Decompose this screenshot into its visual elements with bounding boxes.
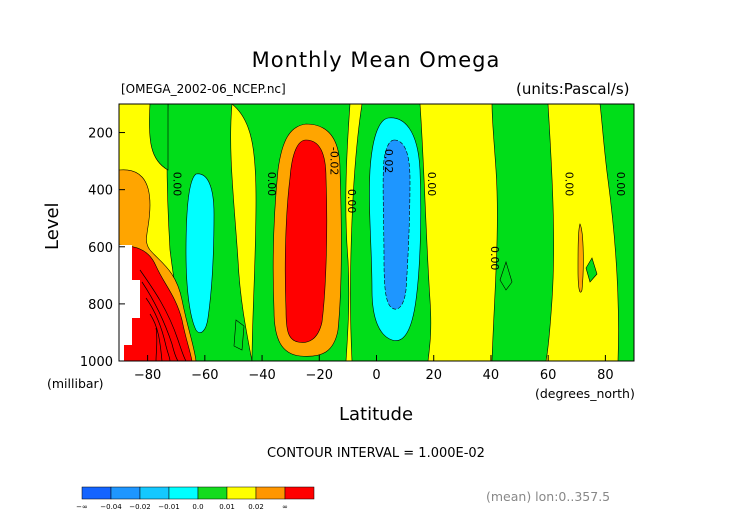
contour-fill-group xyxy=(119,104,634,361)
x-tick-label: −40 xyxy=(248,368,275,383)
colorbar-label: 0.02 xyxy=(248,503,264,511)
x-tick-label: 40 xyxy=(483,368,500,383)
units-label: (units:Pascal/s) xyxy=(516,80,630,98)
x-tick-label: −80 xyxy=(134,368,161,383)
colorbar-label: −∞ xyxy=(76,503,88,511)
green-region-north xyxy=(491,104,554,361)
mean-footer-text: (mean) lon:0..357.5 xyxy=(486,489,611,504)
contour-label: 0.00 xyxy=(170,172,183,197)
x-tick-label: 80 xyxy=(597,368,614,383)
green-blob-south xyxy=(233,319,245,351)
colorbar-boxes xyxy=(81,486,315,500)
green-region-polar xyxy=(599,104,634,361)
colorbar-swatch xyxy=(284,486,315,500)
x-tick-label: 60 xyxy=(540,368,557,383)
colorbar-swatch xyxy=(226,486,257,500)
x-tick-label: −60 xyxy=(191,368,218,383)
blue-region-equator xyxy=(382,139,411,310)
x-tick-label: 20 xyxy=(425,368,442,383)
contour-label: 0.02 xyxy=(382,149,395,174)
y-tick-label: 1000 xyxy=(80,355,113,370)
colorbar-label: −0.04 xyxy=(100,503,122,511)
colorbar-label: 0.01 xyxy=(219,503,235,511)
x-axis-label: Latitude xyxy=(338,404,414,425)
x-tick-label: −20 xyxy=(306,368,333,383)
green-strip-left xyxy=(119,104,169,171)
contour-lines-west xyxy=(139,269,187,361)
y-tick-label: 400 xyxy=(88,184,113,199)
y-tick-label: 800 xyxy=(88,298,113,313)
contour-label: 0.00 xyxy=(265,172,278,197)
colorbar-labels: −∞ −0.04 −0.02 −0.01 0.0 0.01 0.02 ∞ xyxy=(76,503,288,511)
y-tick-label: 600 xyxy=(88,241,113,256)
colorbar-label: ∞ xyxy=(282,503,288,511)
colorbar-swatch xyxy=(168,486,199,500)
contour-label: 0.00 xyxy=(488,246,501,271)
colorbar-swatch xyxy=(139,486,170,500)
cyan-region-south xyxy=(185,173,215,333)
y-tick-label: 200 xyxy=(88,127,113,142)
colorbar-swatch xyxy=(197,486,228,500)
orange-blob-north xyxy=(577,223,584,293)
contour-label: 0.00 xyxy=(562,172,575,197)
red-region-west xyxy=(119,244,193,361)
colorbar-label: −0.01 xyxy=(158,503,179,511)
x-tick-label: 0 xyxy=(372,368,380,383)
green-blob-north-2 xyxy=(585,257,598,283)
x-axis-ticks: −80 −60 −40 −20 0 20 40 60 80 xyxy=(134,355,614,383)
file-label: [OMEGA_2002-06_NCEP.nc] xyxy=(121,82,286,96)
red-region-central xyxy=(284,139,328,343)
colorbar-swatch xyxy=(81,486,112,500)
colorbar-label: 0.0 xyxy=(192,503,203,511)
colorbar-swatch xyxy=(255,486,286,500)
contour-label: 0.00 xyxy=(345,189,358,214)
contour-label: 0.00 xyxy=(425,172,438,197)
x-axis-unit: (degrees_north) xyxy=(535,386,635,401)
chart-title: Monthly Mean Omega xyxy=(251,48,501,72)
colorbar-label: −0.02 xyxy=(129,503,150,511)
y-axis-unit: (millibar) xyxy=(47,376,104,391)
contour-label: -0.02 xyxy=(328,147,341,175)
contour-labels: 0.00 0.00 -0.02 0.00 0.02 0.00 0.00 0.00 0.00 xyxy=(170,147,626,271)
y-axis-ticks: 200 400 600 800 1000 xyxy=(80,127,125,370)
missing-data-region xyxy=(119,245,140,361)
green-blob-north-1 xyxy=(499,261,513,291)
colorbar-swatch xyxy=(110,486,141,500)
contour-label: 0.00 xyxy=(614,172,627,197)
contour-interval-text: CONTOUR INTERVAL = 1.000E-02 xyxy=(267,446,485,461)
